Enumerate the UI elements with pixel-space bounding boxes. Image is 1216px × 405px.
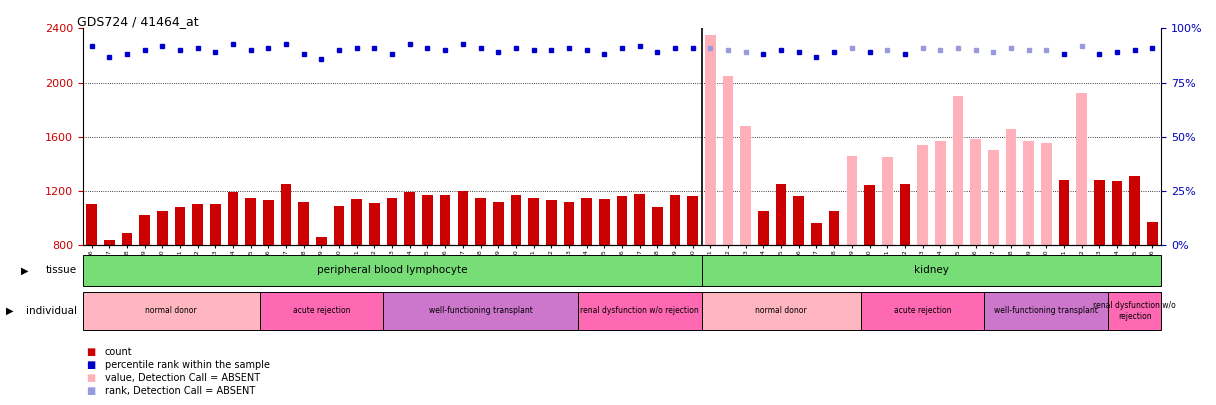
Text: acute rejection: acute rejection [894, 306, 951, 315]
Bar [702, 292, 861, 330]
Bar [917, 145, 928, 245]
Bar [970, 139, 981, 245]
Bar [741, 126, 751, 245]
Bar [457, 191, 468, 245]
Text: well-functioning transplant: well-functioning transplant [995, 306, 1098, 315]
Text: count: count [105, 347, 133, 357]
Bar [1094, 180, 1104, 245]
Text: normal donor: normal donor [755, 306, 807, 315]
Text: acute rejection: acute rejection [293, 306, 350, 315]
Text: ▶: ▶ [21, 265, 28, 275]
Bar [861, 292, 985, 330]
Bar [1108, 292, 1161, 330]
Bar [652, 207, 663, 245]
Text: kidney: kidney [914, 265, 948, 275]
Bar [86, 205, 97, 245]
Bar [227, 192, 238, 245]
Bar [952, 96, 963, 245]
Bar [298, 202, 309, 245]
Bar [846, 156, 857, 245]
Bar [829, 211, 839, 245]
Bar [316, 237, 327, 245]
Text: value, Detection Call = ABSENT: value, Detection Call = ABSENT [105, 373, 260, 383]
Bar [985, 292, 1108, 330]
Bar [865, 185, 874, 245]
Bar [1006, 128, 1017, 245]
Bar [528, 198, 539, 245]
Text: rank, Detection Call = ABSENT: rank, Detection Call = ABSENT [105, 386, 255, 396]
Bar [702, 255, 1161, 286]
Text: ■: ■ [86, 360, 96, 370]
Bar [758, 211, 769, 245]
Bar [900, 184, 911, 245]
Bar [687, 196, 698, 245]
Bar [440, 195, 450, 245]
Text: ■: ■ [86, 373, 96, 383]
Text: normal donor: normal donor [145, 306, 197, 315]
Bar [405, 192, 415, 245]
Bar [246, 198, 257, 245]
Text: ■: ■ [86, 347, 96, 357]
Bar [987, 150, 998, 245]
Text: individual: individual [26, 306, 77, 316]
Text: percentile rank within the sample: percentile rank within the sample [105, 360, 270, 370]
Bar [157, 211, 168, 245]
Bar [192, 205, 203, 245]
Bar [210, 205, 220, 245]
Bar [1059, 180, 1069, 245]
Bar [794, 196, 804, 245]
Bar [387, 198, 398, 245]
Text: GDS724 / 41464_at: GDS724 / 41464_at [78, 15, 199, 28]
Bar [564, 202, 574, 245]
Bar [1147, 222, 1158, 245]
Text: renal dysfunction w/o
rejection: renal dysfunction w/o rejection [1093, 301, 1176, 320]
Bar [935, 141, 946, 245]
Bar [492, 202, 503, 245]
Bar [722, 76, 733, 245]
Bar [281, 184, 292, 245]
Text: peripheral blood lymphocyte: peripheral blood lymphocyte [317, 265, 467, 275]
Text: tissue: tissue [45, 265, 77, 275]
Bar [1024, 141, 1034, 245]
Text: ■: ■ [86, 386, 96, 396]
Bar [581, 198, 592, 245]
Bar [383, 292, 578, 330]
Bar [511, 195, 522, 245]
Bar [122, 233, 133, 245]
Bar [140, 215, 150, 245]
Bar [811, 224, 822, 245]
Text: well-functioning transplant: well-functioning transplant [428, 306, 533, 315]
Bar [705, 35, 716, 245]
Bar [599, 199, 609, 245]
Text: renal dysfunction w/o rejection: renal dysfunction w/o rejection [580, 306, 699, 315]
Bar [617, 196, 627, 245]
Bar [103, 240, 114, 245]
Bar [175, 207, 185, 245]
Bar [578, 292, 702, 330]
Bar [635, 194, 644, 245]
Bar [1130, 176, 1141, 245]
Bar [422, 195, 433, 245]
Bar [259, 292, 383, 330]
Bar [1041, 143, 1052, 245]
Bar [351, 199, 362, 245]
Bar [333, 206, 344, 245]
Bar [776, 184, 787, 245]
Bar [670, 195, 680, 245]
Bar [1076, 93, 1087, 245]
Bar [83, 255, 702, 286]
Bar [546, 200, 557, 245]
Bar [370, 203, 379, 245]
Bar [1111, 181, 1122, 245]
Text: ▶: ▶ [6, 306, 13, 316]
Bar [263, 200, 274, 245]
Bar [882, 157, 893, 245]
Bar [475, 198, 486, 245]
Bar [83, 292, 259, 330]
